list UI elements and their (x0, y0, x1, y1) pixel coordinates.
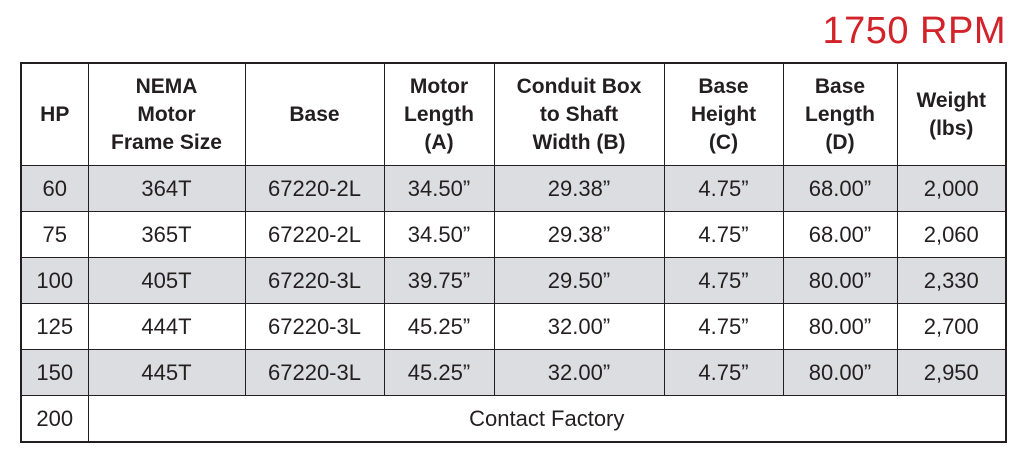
table-cell: 67220-3L (244, 349, 385, 396)
table-cell: 405T (87, 257, 246, 304)
header-line: Motor (137, 102, 196, 126)
header-cell: Motor Length (A) (383, 62, 495, 166)
table-cell: 75 (20, 211, 89, 258)
spec-table: HP NEMA Motor Frame Size Base Motor Length (A) C… (20, 62, 1007, 443)
table-cell: 4.75” (663, 349, 784, 396)
table-cell: 200 (20, 395, 89, 443)
header-line: Motor (409, 74, 469, 98)
table-cell: 100 (20, 257, 89, 304)
table-row: 150 445T 67220-3L 45.25” 32.00” 4.75” 80.00” 2,… (20, 349, 1007, 396)
table-cell: 29.50” (493, 257, 665, 304)
table-cell: 2,000 (896, 165, 1007, 212)
table-cell: 45.25” (383, 303, 495, 350)
table-cell: 67220-3L (244, 257, 385, 304)
table-cell: 4.75” (663, 211, 784, 258)
table-row: 100 405T 67220-3L 39.75” 29.50” 4.75” 80.00” 2,… (20, 257, 1007, 304)
header-line: Height (690, 102, 757, 126)
table-cell: 29.38” (493, 211, 665, 258)
header-cell: Weight (lbs) (896, 62, 1007, 166)
table-row: 125 444T 67220-3L 45.25” 32.00” 4.75” 80.00” 2,… (20, 303, 1007, 350)
table-cell: 68.00” (782, 165, 898, 212)
header-line: NEMA (135, 74, 198, 98)
table-cell: 68.00” (782, 211, 898, 258)
table-cell: 445T (87, 349, 246, 396)
table-cell: 80.00” (782, 349, 898, 396)
header-line: Base (814, 74, 866, 98)
table-cell: 32.00” (493, 303, 665, 350)
header-line: Length (404, 102, 474, 126)
header-line: Frame Size (111, 130, 222, 154)
table-body: 60 364T 67220-2L 34.50” 29.38” 4.75” 68.00” 2,0… (20, 165, 1007, 443)
table-cell: 45.25” (383, 349, 495, 396)
header-cell: Base Length (D) (782, 62, 898, 166)
header-line: (A) (424, 130, 454, 154)
table-cell: 2,700 (896, 303, 1007, 350)
header-line: Base (698, 74, 749, 98)
table-cell: 4.75” (663, 165, 784, 212)
header-line: Weight (916, 88, 987, 112)
table-cell: 2,950 (896, 349, 1007, 396)
table-cell: 444T (87, 303, 246, 350)
table-cell: 80.00” (782, 303, 898, 350)
table-cell: 150 (20, 349, 89, 396)
table-cell: 2,330 (896, 257, 1007, 304)
table-cell: 39.75” (383, 257, 495, 304)
table-cell: 4.75” (663, 303, 784, 350)
table-cell: 4.75” (663, 257, 784, 304)
header-line: (C) (708, 130, 739, 154)
title: 1750 RPM (822, 10, 1006, 52)
table-cell: 29.38” (493, 165, 665, 212)
table-cell: 34.50” (383, 211, 495, 258)
table-cell: 365T (87, 211, 246, 258)
table-cell: 364T (87, 165, 246, 212)
header-line: (D) (825, 130, 855, 154)
table-cell: 125 (20, 303, 89, 350)
header-cell: Base Height (C) (663, 62, 784, 166)
table-row: 75 365T 67220-2L 34.50” 29.38” 4.75” 68.00” 2,0… (20, 211, 1007, 258)
table-cell: 60 (20, 165, 89, 212)
header-cell: Conduit Box to Shaft Width (B) (493, 62, 665, 166)
table-row: 200 Contact Factory (20, 395, 1007, 443)
header-line: Width (B) (532, 130, 626, 154)
header-cell: Base (244, 62, 385, 166)
table-cell: 67220-2L (244, 165, 385, 212)
header-line: HP (40, 102, 70, 126)
table-row: 60 364T 67220-2L 34.50” 29.38” 4.75” 68.00” 2,0… (20, 165, 1007, 212)
header-line: (lbs) (929, 116, 974, 140)
table-cell: 32.00” (493, 349, 665, 396)
header-line: Length (805, 102, 875, 126)
header-cell: NEMA Motor Frame Size (87, 62, 246, 166)
table-cell: 2,060 (896, 211, 1007, 258)
header-cell: HP (20, 62, 89, 166)
table-cell: 67220-2L (244, 211, 385, 258)
table-cell: Contact Factory (87, 395, 1007, 443)
table-cell: 34.50” (383, 165, 495, 212)
table-cell: 67220-3L (244, 303, 385, 350)
header-line: Conduit Box (516, 74, 642, 98)
header-line: Base (289, 102, 340, 126)
header-row: HP NEMA Motor Frame Size Base Motor Length (A) C… (20, 62, 1007, 166)
table-cell: 80.00” (782, 257, 898, 304)
header-line: to Shaft (539, 102, 619, 126)
